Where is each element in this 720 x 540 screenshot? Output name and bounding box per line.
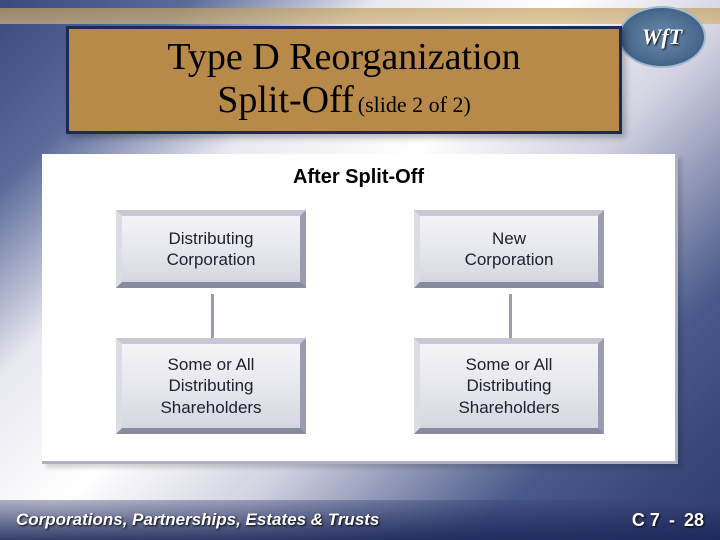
node-shareholders-left: Some or AllDistributingShareholders	[116, 338, 306, 434]
title-line-1: Type D Reorganization	[167, 38, 520, 78]
connector-right	[509, 294, 512, 338]
title-subtext: (slide 2 of 2)	[358, 92, 471, 117]
diagram-heading: After Split-Off	[42, 154, 675, 189]
node-shareholders-right: Some or AllDistributingShareholders	[414, 338, 604, 434]
footer-page: C 7 - 28	[632, 510, 704, 531]
brand-logo-text: WfT	[642, 24, 682, 50]
node-label: DistributingCorporation	[167, 228, 256, 271]
footer-chapter: C 7	[632, 510, 660, 530]
node-new-corporation: NewCorporation	[414, 210, 604, 288]
node-label: Some or AllDistributingShareholders	[458, 354, 559, 418]
slide: WfT Type D Reorganization Split-Off (sli…	[0, 0, 720, 540]
connector-left	[211, 294, 214, 338]
title-box: Type D Reorganization Split-Off (slide 2…	[66, 26, 622, 134]
node-label: NewCorporation	[465, 228, 554, 271]
node-distributing-corporation: DistributingCorporation	[116, 210, 306, 288]
brand-logo: WfT	[618, 6, 706, 68]
title-line-2: Split-Off	[217, 79, 354, 121]
diagram-boxes: DistributingCorporation NewCorporation S…	[42, 210, 675, 461]
footer-title: Corporations, Partnerships, Estates & Tr…	[16, 510, 379, 530]
footer-page-number: 28	[684, 510, 704, 530]
title-line-2-wrap: Split-Off (slide 2 of 2)	[217, 80, 471, 122]
footer-bar: Corporations, Partnerships, Estates & Tr…	[0, 500, 720, 540]
diagram-panel: After Split-Off DistributingCorporation …	[42, 154, 678, 464]
node-label: Some or AllDistributingShareholders	[160, 354, 261, 418]
top-accent-bar	[0, 8, 720, 24]
footer-dash: -	[669, 510, 675, 530]
